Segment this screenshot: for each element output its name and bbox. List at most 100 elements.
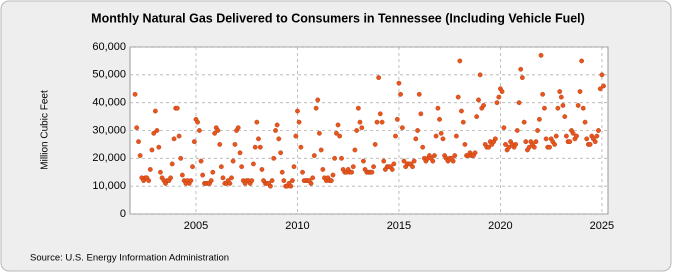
point (316, 130, 322, 136)
point (438, 130, 444, 136)
point (227, 180, 233, 186)
point (401, 158, 407, 164)
point (379, 119, 385, 125)
point (349, 169, 355, 175)
point (197, 128, 202, 133)
point (552, 142, 558, 147)
point (352, 147, 358, 153)
point (137, 153, 143, 158)
point (200, 172, 206, 178)
point (584, 136, 590, 142)
point (391, 161, 397, 167)
point (254, 119, 260, 125)
point (393, 133, 398, 139)
point (457, 58, 463, 64)
point (308, 180, 314, 186)
source: Source: U.S. Energy Information Administ… (30, 253, 229, 264)
point (523, 139, 529, 145)
point (176, 133, 182, 139)
point (191, 139, 197, 145)
point (318, 147, 324, 153)
point (533, 139, 539, 145)
point (481, 103, 486, 108)
point (536, 116, 542, 122)
y-tick-label: 40,000 (92, 97, 126, 109)
point (212, 130, 218, 136)
point (171, 136, 177, 142)
point (149, 147, 155, 153)
point (558, 94, 564, 100)
point (543, 136, 549, 142)
point (376, 75, 382, 81)
point (560, 103, 566, 108)
point (579, 58, 585, 64)
point (450, 158, 456, 164)
y-tick-label: 50,000 (92, 69, 126, 81)
point (460, 119, 466, 125)
point (288, 183, 294, 189)
point (574, 133, 579, 139)
point (555, 105, 561, 111)
point (416, 91, 422, 97)
point (420, 144, 426, 150)
point (154, 128, 160, 133)
point (313, 105, 319, 111)
point (518, 66, 524, 72)
point (350, 164, 356, 170)
point (575, 103, 581, 108)
point (396, 80, 402, 86)
point (151, 130, 157, 136)
point (188, 178, 194, 184)
point (580, 105, 586, 111)
point (514, 128, 520, 133)
point (252, 144, 258, 150)
chart-title: Monthly Natural Gas Delivered to Consume… (91, 11, 585, 25)
point (372, 142, 378, 147)
point (369, 169, 375, 175)
point (562, 114, 568, 119)
point (538, 52, 544, 58)
point (599, 72, 605, 78)
point (553, 133, 559, 139)
point (296, 119, 302, 125)
point (198, 158, 204, 164)
point (293, 133, 299, 139)
point (394, 116, 400, 122)
point (455, 94, 461, 100)
point (300, 169, 305, 175)
point (513, 142, 519, 147)
point (147, 167, 153, 172)
point (239, 164, 245, 170)
point (354, 128, 360, 133)
point (547, 144, 552, 150)
point (494, 100, 500, 106)
point (587, 142, 593, 147)
point (235, 125, 241, 131)
point (179, 172, 185, 178)
point (601, 83, 606, 89)
point (413, 136, 419, 142)
point (381, 158, 387, 164)
point (334, 130, 339, 136)
point (430, 158, 436, 164)
point (257, 144, 263, 150)
point (136, 139, 141, 145)
point (271, 155, 277, 161)
x-tick-label: 2010 (285, 220, 309, 232)
point (132, 91, 138, 97)
point (398, 91, 403, 97)
point (582, 119, 588, 125)
point (178, 155, 184, 161)
point (516, 100, 522, 106)
point (210, 169, 216, 175)
point (218, 164, 224, 170)
point (256, 136, 261, 142)
point (377, 111, 383, 117)
point (596, 128, 601, 133)
point (279, 169, 285, 175)
point (486, 144, 492, 150)
point (289, 178, 295, 184)
point (570, 130, 576, 136)
point (337, 133, 343, 139)
